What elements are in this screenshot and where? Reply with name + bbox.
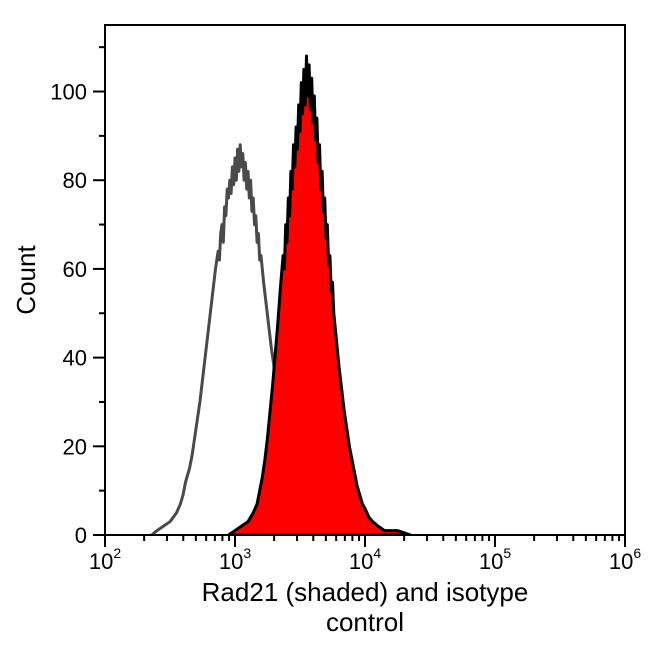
y-tick-label: 20 xyxy=(63,434,87,459)
y-tick-label: 0 xyxy=(75,523,87,548)
flow-cytometry-histogram: 102103104105106020406080100CountRad21 (s… xyxy=(0,0,650,648)
y-tick-label: 60 xyxy=(63,257,87,282)
y-tick-label: 100 xyxy=(50,80,87,105)
y-axis-label: Count xyxy=(11,245,41,315)
chart-svg: 102103104105106020406080100CountRad21 (s… xyxy=(0,0,650,648)
x-axis-label-line1: Rad21 (shaded) and isotype xyxy=(202,577,529,607)
y-tick-label: 40 xyxy=(63,346,87,371)
x-axis-label-line2: control xyxy=(326,607,404,637)
y-tick-label: 80 xyxy=(63,168,87,193)
